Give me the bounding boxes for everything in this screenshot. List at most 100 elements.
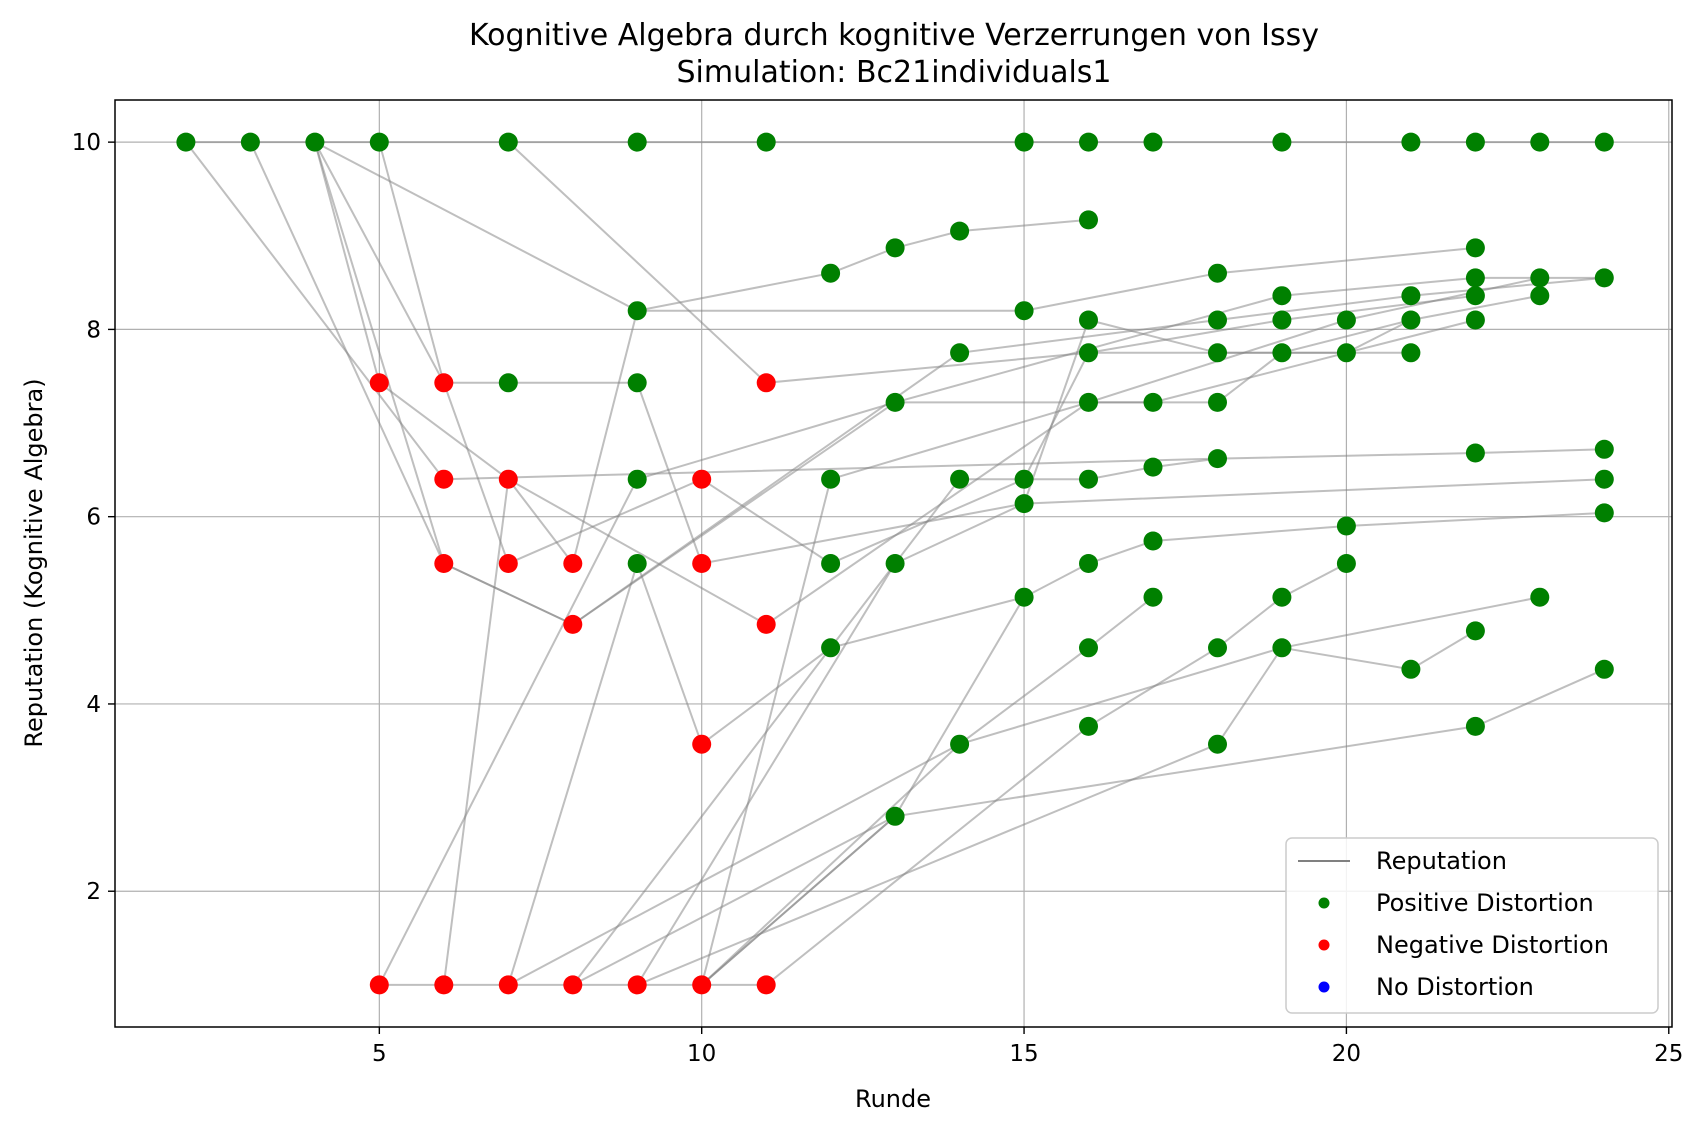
negative-distortion-point [434, 373, 454, 393]
y-tick-label: 8 [86, 317, 101, 343]
negative-distortion-point [498, 469, 518, 489]
y-tick-label: 10 [72, 130, 101, 156]
negative-distortion-point [498, 554, 518, 573]
positive-distortion-point [950, 734, 970, 754]
chart-title: Kognitive Algebra durch kognitive Verzer… [469, 18, 1319, 53]
reputation-line [572, 668, 1605, 986]
positive-distortion-point [1014, 587, 1034, 607]
positive-distortion-point [821, 469, 841, 489]
positive-distortion-point [1401, 659, 1421, 679]
positive-distortion-point [1594, 268, 1614, 288]
positive-distortion-point [1079, 132, 1098, 152]
negative-distortion-point [692, 554, 712, 573]
positive-distortion-point [1465, 268, 1485, 288]
positive-distortion-point [627, 554, 647, 573]
legend-positive-swatch [1318, 897, 1330, 909]
positive-distortion-point [1465, 716, 1485, 736]
legend-label-none: No Distortion [1376, 973, 1534, 1001]
positive-distortion-point [1272, 343, 1292, 363]
positive-distortion-point [1530, 587, 1550, 607]
positive-distortion-point [1336, 516, 1356, 536]
y-tick-label: 2 [86, 879, 101, 905]
positive-distortion-point [1079, 716, 1098, 736]
chart-subtitle: Simulation: Bc21individuals1 [677, 55, 1112, 90]
negative-distortion-point [369, 975, 389, 995]
positive-distortion-point [1079, 343, 1098, 363]
positive-distortion-point [1401, 286, 1421, 306]
negative-distortion-point [756, 975, 776, 995]
x-tick-label: 25 [1654, 1041, 1683, 1067]
positive-distortion-point [1594, 439, 1614, 459]
distortion-points [176, 132, 1614, 995]
positive-distortion-point [1079, 469, 1098, 489]
positive-distortion-point [627, 373, 647, 393]
positive-distortion-point [1014, 132, 1034, 152]
positive-distortion-point [1079, 554, 1098, 573]
positive-distortion-point [1530, 268, 1550, 288]
positive-distortion-point [627, 301, 647, 321]
axis-ticks: 5 10 15 20 25 2 4 6 8 10 [72, 130, 1684, 1067]
positive-distortion-point [369, 132, 389, 152]
x-tick-label: 5 [372, 1041, 387, 1067]
positive-distortion-point [1401, 310, 1421, 330]
negative-distortion-point [756, 373, 776, 393]
positive-distortion-point [240, 132, 260, 152]
legend: Reputation Positive Distortion Negative … [1285, 837, 1659, 1014]
x-axis-label: Runde [855, 1085, 931, 1113]
positive-distortion-point [1079, 392, 1098, 412]
positive-distortion-point [950, 221, 970, 241]
positive-distortion-point [1079, 638, 1098, 658]
positive-distortion-point [1594, 469, 1614, 489]
positive-distortion-point [1465, 132, 1485, 152]
reputation-line [701, 596, 1154, 986]
positive-distortion-point [1336, 554, 1356, 573]
reputation-line [378, 141, 1605, 565]
positive-distortion-point [1465, 286, 1485, 306]
x-tick-label: 10 [687, 1041, 716, 1067]
negative-distortion-point [369, 373, 389, 393]
y-tick-label: 6 [86, 505, 101, 531]
negative-distortion-point [692, 469, 712, 489]
negative-distortion-point [563, 975, 583, 995]
y-axis-label: Reputation (Kognitive Algebra) [20, 378, 48, 747]
positive-distortion-point [885, 392, 905, 412]
reputation-line [701, 815, 896, 986]
positive-distortion-point [1465, 238, 1485, 258]
positive-distortion-point [1594, 503, 1614, 523]
positive-distortion-point [1014, 469, 1034, 489]
legend-negative-swatch [1318, 939, 1330, 951]
positive-distortion-point [1465, 621, 1485, 641]
positive-distortion-point [1208, 734, 1227, 754]
positive-distortion-point [885, 238, 905, 258]
reputation-line [314, 141, 1089, 312]
positive-distortion-point [1272, 587, 1292, 607]
positive-distortion-point [1208, 310, 1227, 330]
positive-distortion-point [1336, 343, 1356, 363]
positive-distortion-point [1208, 392, 1227, 412]
negative-distortion-point [756, 614, 776, 634]
legend-none-swatch [1318, 981, 1330, 993]
negative-distortion-point [498, 975, 518, 995]
positive-distortion-point [1079, 310, 1098, 330]
legend-label-positive: Positive Distortion [1376, 889, 1594, 917]
positive-distortion-point [1401, 343, 1421, 363]
y-tick-label: 4 [86, 692, 101, 718]
positive-distortion-point [1336, 310, 1356, 330]
plot-area-frame [114, 99, 1673, 1028]
positive-distortion-point [1530, 132, 1550, 152]
legend-label-reputation: Reputation [1376, 847, 1507, 875]
negative-distortion-point [627, 975, 647, 995]
negative-distortion-point [563, 614, 583, 634]
legend-label-negative: Negative Distortion [1376, 931, 1609, 959]
positive-distortion-point [950, 469, 970, 489]
negative-distortion-point [563, 554, 583, 573]
negative-distortion-point [434, 554, 454, 573]
positive-distortion-point [1143, 132, 1163, 152]
positive-distortion-point [1079, 210, 1098, 230]
positive-distortion-point [1272, 132, 1292, 152]
positive-distortion-point [1208, 638, 1227, 658]
positive-distortion-point [1143, 587, 1163, 607]
positive-distortion-point [1143, 531, 1163, 551]
x-tick-label: 15 [1009, 1041, 1038, 1067]
positive-distortion-point [1014, 494, 1034, 514]
